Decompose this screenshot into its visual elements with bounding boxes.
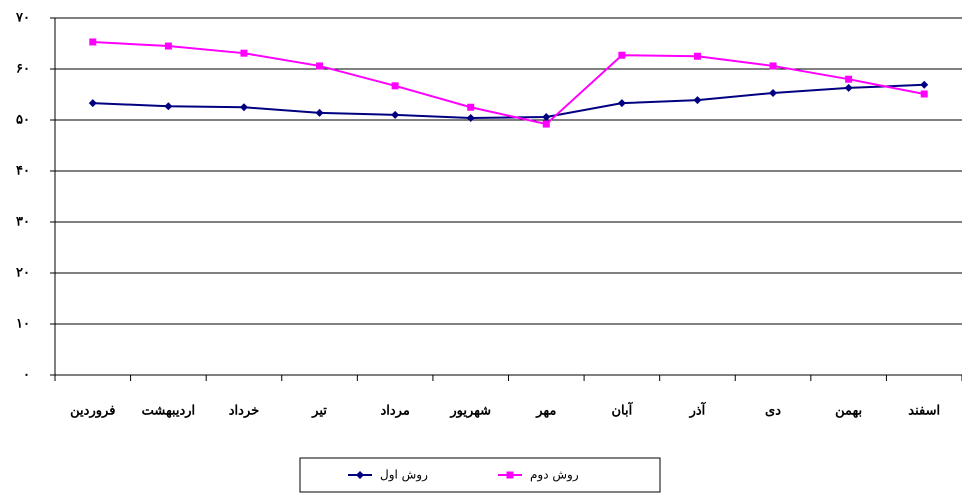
- marker: [239, 103, 248, 112]
- x-tick-label: اردیبهشت: [142, 404, 196, 419]
- x-tick-label: بهمن: [835, 404, 862, 419]
- marker: [88, 99, 97, 108]
- marker: [467, 103, 475, 111]
- y-tick-label: ۴۰: [16, 164, 30, 179]
- x-tick-label: خرداد: [229, 404, 259, 419]
- y-tick-label: ۳۰: [16, 215, 30, 230]
- marker: [693, 96, 702, 105]
- x-tick-label: آذر: [689, 402, 707, 419]
- x-tick-label: اسفند: [908, 404, 940, 419]
- marker: [844, 83, 853, 92]
- marker: [769, 88, 778, 97]
- marker: [315, 108, 324, 117]
- x-tick-label: مهر: [535, 404, 556, 419]
- marker: [391, 110, 400, 119]
- marker: [693, 52, 701, 60]
- y-tick-label: ۰: [23, 368, 30, 383]
- x-tick-label: دی: [765, 404, 781, 419]
- marker: [845, 75, 853, 83]
- marker: [164, 102, 173, 111]
- marker: [164, 42, 172, 50]
- y-tick-label: ۱۰: [16, 317, 30, 332]
- marker: [769, 62, 777, 70]
- y-tick-label: ۵۰: [16, 113, 30, 128]
- marker: [617, 99, 626, 108]
- x-tick-label: مرداد: [380, 404, 409, 419]
- x-tick-label: شهریور: [449, 404, 491, 419]
- legend-label: روش دوم: [530, 468, 579, 482]
- marker: [618, 51, 626, 59]
- y-tick-label: ۲۰: [16, 266, 30, 281]
- x-tick-label: آبان: [612, 402, 634, 419]
- marker: [89, 38, 97, 46]
- marker: [542, 120, 550, 128]
- y-tick-label: ۷۰: [15, 11, 30, 26]
- x-tick-label: تیر: [311, 404, 327, 419]
- marker: [391, 82, 399, 90]
- marker: [240, 49, 248, 57]
- marker: [466, 113, 475, 122]
- series-line: [92, 40, 925, 126]
- marker: [920, 90, 928, 98]
- marker: [542, 112, 551, 121]
- marker: [920, 80, 929, 89]
- y-tick-label: ۶۰: [16, 62, 30, 77]
- x-tick-label: فروردین: [70, 404, 115, 419]
- marker: [506, 471, 514, 479]
- legend-label: روش اول: [380, 468, 428, 482]
- marker: [316, 62, 324, 70]
- series-line: [92, 83, 925, 119]
- marker: [356, 471, 364, 479]
